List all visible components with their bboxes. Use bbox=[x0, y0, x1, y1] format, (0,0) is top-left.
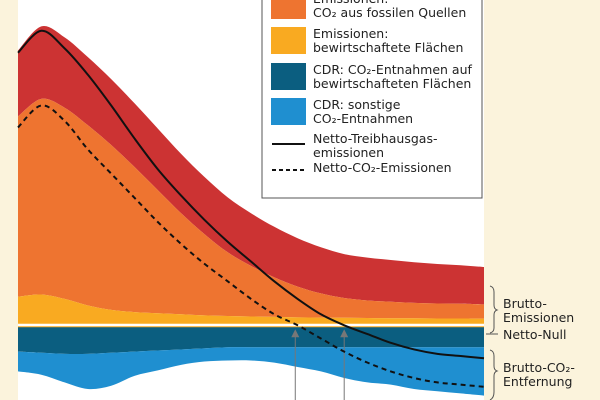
bracket-gross-removal: Brutto-CO₂-Entfernung bbox=[489, 349, 575, 400]
bracket-gross-emissions: Brutto-Emissionen bbox=[489, 285, 574, 334]
bracket-shape bbox=[489, 285, 499, 334]
legend-label-line1: Netto-CO₂-Emissionen bbox=[313, 160, 452, 175]
emissions-managed-area bbox=[18, 294, 484, 326]
legend-label-line2: CO₂ aus fossilen Quellen bbox=[313, 5, 466, 20]
marker-net-zero: Netto-Null bbox=[486, 327, 566, 342]
legend-item-emissions-managed: Emissionen:bewirtschaftete Flächen bbox=[271, 26, 463, 55]
label-gross-removal-2: Entfernung bbox=[503, 374, 572, 389]
label-gross-emissions-2: Emissionen bbox=[503, 310, 574, 325]
legend-label-line1: CDR: CO₂-Entnahmen auf bbox=[313, 62, 472, 77]
legend-label-line1: Netto-Treibhausgas- bbox=[313, 131, 437, 146]
legend-label-line2: emissionen bbox=[313, 145, 384, 160]
legend-label-line1: Emissionen: bbox=[313, 0, 388, 6]
bracket-shape bbox=[489, 349, 499, 400]
label-gross-removal-1: Brutto-CO₂- bbox=[503, 360, 575, 375]
legend-item-net-co2: Netto-CO₂-Emissionen bbox=[272, 160, 452, 175]
legend-swatch bbox=[271, 98, 306, 125]
legend-swatch bbox=[271, 63, 306, 90]
legend-swatch bbox=[271, 0, 306, 19]
cdr-other-area bbox=[18, 347, 484, 396]
legend-item-emissions-fossil: Emissionen:CO₂ aus fossilen Quellen bbox=[271, 0, 466, 20]
legend-label-line1: CDR: sonstige bbox=[313, 97, 401, 112]
crossing-arrow-head-1 bbox=[340, 329, 349, 338]
net-ghg-line bbox=[17, 29, 485, 360]
legend-label-line2: bewirtschafteten Flächen bbox=[313, 76, 471, 91]
cdr-managed-area bbox=[18, 325, 484, 354]
label-net-zero: Netto-Null bbox=[503, 327, 566, 342]
legend-label-line2: bewirtschaftete Flächen bbox=[313, 40, 463, 55]
legend-item-net-ghg: Netto-Treibhausgas-emissionen bbox=[272, 131, 437, 160]
legend: Emissionen:CO₂ aus fossilen QuellenEmiss… bbox=[261, 0, 483, 199]
legend-swatch bbox=[271, 27, 306, 54]
legend-label-line2: CO₂-Entnahmen bbox=[313, 111, 413, 126]
net-co2-line bbox=[17, 104, 485, 388]
label-gross-emissions-1: Brutto- bbox=[503, 296, 547, 311]
crossing-arrow-head-0 bbox=[291, 329, 300, 338]
legend-label-line1: Emissionen: bbox=[313, 26, 388, 41]
emissions-other-area bbox=[18, 26, 484, 305]
emissions-fossil-area bbox=[18, 98, 484, 319]
